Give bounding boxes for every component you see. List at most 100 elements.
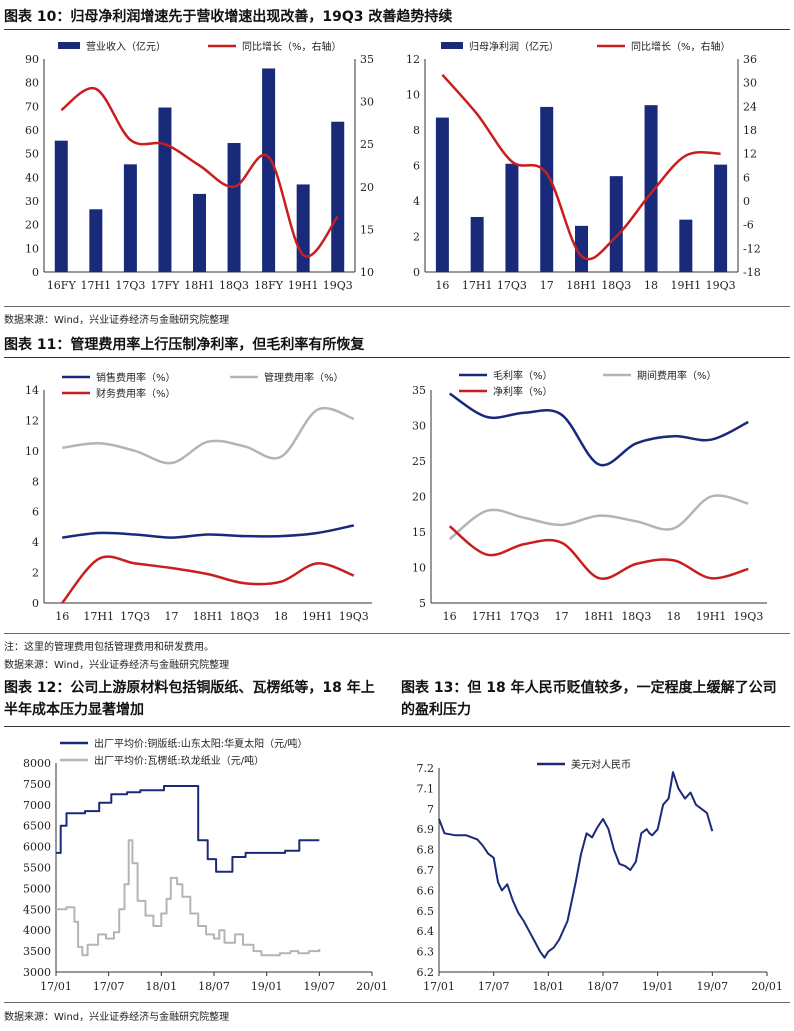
legend-line-label: 同比增长（%，右轴） — [242, 40, 342, 53]
y-tick-5: 30 — [412, 420, 426, 433]
legend-0-label: 美元对人民币 — [571, 758, 631, 771]
y2-tick-0: -18 — [743, 266, 761, 279]
y-tick-6: 6000 — [23, 841, 51, 854]
y-tick-6: 12 — [406, 53, 420, 66]
y-tick-1: 6.3 — [417, 946, 435, 959]
x-tick-4: 18H1 — [184, 279, 215, 292]
y-tick-7: 6.9 — [417, 823, 435, 836]
x-tick-4: 18H1 — [584, 610, 615, 623]
bar-2 — [505, 163, 519, 272]
x-tick-4: 19/01 — [251, 980, 283, 993]
y2-tick-1: -12 — [743, 242, 761, 255]
y-tick-6: 60 — [25, 124, 39, 137]
y-tick-1: 3500 — [23, 945, 51, 958]
fig11-title-rule — [4, 357, 790, 358]
y2-tick-2: -6 — [743, 219, 754, 232]
x-tick-1: 17/07 — [478, 980, 510, 993]
y-tick-3: 20 — [412, 491, 426, 504]
y2-tick-5: 12 — [743, 148, 757, 161]
y-tick-2: 4 — [413, 195, 420, 208]
x-tick-2: 17Q3 — [115, 279, 145, 292]
y-tick-2: 6.4 — [417, 925, 435, 938]
y-tick-1: 2 — [413, 231, 420, 244]
y-tick-5: 5500 — [23, 862, 51, 875]
x-tick-8: 19Q3 — [706, 279, 736, 292]
x-tick-5: 18Q3 — [621, 610, 651, 623]
y2-tick-1: 15 — [360, 223, 374, 236]
y2-tick-5: 35 — [360, 53, 374, 66]
y-tick-6: 35 — [412, 384, 426, 397]
y-tick-5: 6.7 — [417, 864, 435, 877]
legend-0-label: 出厂平均价:铜版纸:山东太阳:华夏太阳（元/吨） — [94, 737, 307, 750]
y-tick-7: 14 — [25, 384, 39, 397]
y-tick-2: 20 — [25, 219, 39, 232]
bar-3 — [540, 106, 554, 272]
y-tick-2: 15 — [412, 526, 426, 539]
legend-0-label: 销售费用率（%） — [96, 371, 176, 384]
y-tick-5: 50 — [25, 148, 39, 161]
x-tick-2: 17Q3 — [120, 610, 150, 623]
series-line-1 — [62, 407, 355, 465]
bar-8 — [331, 121, 345, 272]
x-tick-5: 18Q3 — [601, 279, 631, 292]
series-line-1 — [448, 494, 749, 541]
y-tick-7: 6500 — [23, 820, 51, 833]
x-tick-8: 19Q3 — [733, 610, 763, 623]
source-note-1: 数据来源：Wind，兴业证券经济与金融研究院整理 — [4, 315, 230, 326]
x-tick-6: 18 — [274, 610, 288, 623]
source-note-3: 数据来源：Wind，兴业证券经济与金融研究院整理 — [4, 1012, 230, 1023]
series-line-0 — [449, 392, 749, 467]
bar-5 — [227, 143, 241, 272]
legend-bar-swatch — [58, 42, 80, 49]
x-tick-3: 18/07 — [198, 980, 230, 993]
legend-0-label: 毛利率（%） — [493, 369, 553, 382]
x-tick-7: 19H1 — [696, 610, 727, 623]
fig10-title-rule — [4, 29, 790, 30]
y-tick-2: 4 — [32, 536, 39, 549]
bar-7 — [296, 184, 310, 272]
x-tick-1: 17H1 — [462, 279, 493, 292]
fig12-title-rule — [4, 726, 790, 727]
y-tick-5: 10 — [25, 445, 39, 458]
series-line-2 — [448, 525, 749, 580]
bar-6 — [262, 68, 276, 272]
y2-tick-4: 30 — [360, 96, 374, 109]
note-2: 注：这里的管理费用包括管理费用和研发费用。 — [4, 642, 214, 653]
bar-4 — [575, 225, 588, 272]
bar-3 — [158, 107, 172, 273]
series-line-2 — [61, 555, 355, 604]
legend-1-label: 管理费用率（%） — [264, 371, 344, 384]
x-tick-2: 18/01 — [145, 980, 177, 993]
y2-tick-7: 24 — [743, 100, 757, 113]
y2-tick-2: 20 — [360, 181, 374, 194]
margin-chart: 5 10 15 20 25 30 35 16 17H1 17Q3 17 18H1 18Q3 18 19H1 1… — [412, 369, 767, 623]
y-tick-5: 10 — [406, 89, 420, 102]
x-tick-3: 17 — [165, 610, 179, 623]
x-tick-1: 17H1 — [81, 279, 112, 292]
y-tick-3: 6 — [413, 160, 420, 173]
legend-2-label: 净利率（%） — [493, 385, 553, 398]
x-tick-5: 18Q3 — [229, 610, 259, 623]
x-tick-2: 18/01 — [532, 980, 564, 993]
y-tick-4: 8 — [32, 475, 39, 488]
y-tick-9: 90 — [25, 53, 39, 66]
y-tick-0: 0 — [32, 266, 39, 279]
y-tick-4: 5000 — [23, 882, 51, 895]
legend-line-label: 同比增长（%，右轴） — [631, 40, 731, 53]
y-tick-1: 2 — [32, 567, 39, 580]
y-tick-2: 4000 — [23, 924, 51, 937]
x-tick-6: 18FY — [254, 279, 284, 292]
y-tick-4: 8 — [413, 124, 420, 137]
x-tick-3: 17 — [540, 279, 554, 292]
y-tick-6: 6.8 — [417, 844, 435, 857]
x-tick-1: 17/07 — [93, 980, 125, 993]
series-line-0 — [62, 524, 355, 539]
x-tick-8: 19Q3 — [339, 610, 369, 623]
y-tick-8: 7 — [427, 803, 434, 816]
x-tick-4: 19/01 — [642, 980, 674, 993]
series-line-1 — [56, 839, 321, 957]
y-tick-0: 0 — [413, 266, 420, 279]
expense-ratio-chart: 0 2 4 6 8 10 12 14 16 17H1 17Q3 17 18H1 18Q3 18 19H1 19Q… — [25, 371, 372, 623]
y-tick-8: 7000 — [23, 799, 51, 812]
